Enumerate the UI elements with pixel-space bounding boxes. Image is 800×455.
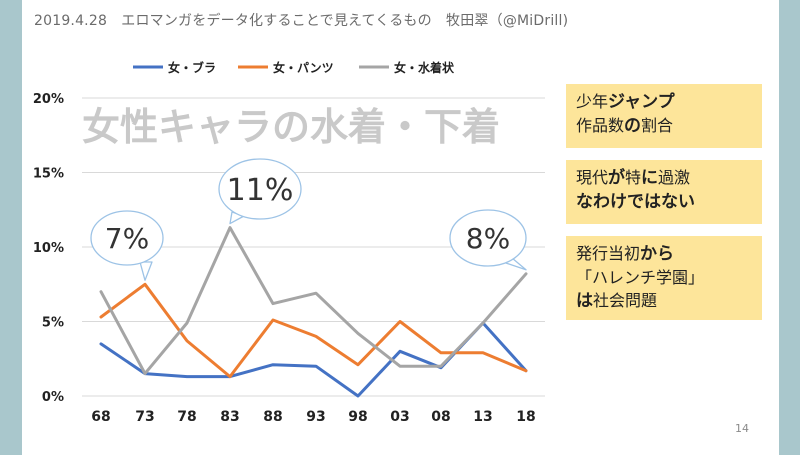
callout-label: 8%	[466, 222, 510, 255]
y-tick-label: 15%	[33, 167, 64, 182]
x-tick-label: 78	[177, 409, 196, 425]
note-text: 割合	[641, 116, 674, 135]
x-tick-label: 83	[220, 409, 239, 425]
note-text: 社会問題	[593, 291, 658, 310]
note-text: 現代	[576, 168, 609, 187]
note-text: 過激	[658, 168, 691, 187]
x-tick-label: 03	[390, 409, 409, 425]
series-line-swimsuit	[99, 226, 528, 376]
x-tick-label: 18	[516, 409, 535, 425]
legend-label: 女・水着状	[394, 60, 455, 75]
x-tick-label: 73	[135, 409, 154, 425]
y-tick-label: 10%	[33, 241, 64, 256]
legend-label: 女・ブラ	[168, 60, 216, 75]
note-text: 「ハレンチ学園」	[576, 268, 705, 287]
x-tick-label: 88	[263, 409, 282, 425]
note-text-emphasis: なわけではない	[576, 192, 695, 212]
note-text-emphasis: が	[608, 168, 626, 188]
note-text: 発行当初	[576, 244, 641, 263]
note-text-emphasis: ジャンプ	[608, 92, 675, 112]
page-number: 14	[735, 422, 749, 435]
note-box-jump-ratio: 少年ジャンプ 作品数の割合	[566, 84, 762, 148]
note-text-emphasis: の	[624, 116, 642, 136]
note-box-not-extreme: 現代が特に過激 なわけではない	[566, 160, 762, 224]
callout-bubble	[449, 209, 527, 267]
note-text-emphasis: は	[576, 291, 593, 311]
x-tick-label: 08	[431, 409, 450, 425]
series-line-pants	[99, 282, 528, 379]
x-tick-label: 93	[306, 409, 325, 425]
y-tick-label: 20%	[33, 92, 64, 107]
x-tick-label: 13	[473, 409, 492, 425]
note-text-emphasis: から	[640, 244, 675, 264]
note-text-emphasis: に	[641, 168, 659, 188]
callout-tail	[139, 261, 153, 281]
x-tick-label: 98	[348, 409, 367, 425]
y-tick-label: 0%	[42, 390, 64, 405]
note-box-harenchi: 発行当初から 「ハレンチ学園」 は社会問題	[566, 236, 762, 320]
y-tick-label: 5%	[42, 316, 64, 331]
note-text: 作品数	[576, 116, 625, 135]
callout-label: 11%	[227, 173, 294, 208]
slide-header: 2019.4.28 エロマンガをデータ化することで見えてくるもの 牧田翠（@Mi…	[34, 13, 569, 29]
legend-label: 女・パンツ	[273, 60, 334, 75]
callout-bubble	[90, 210, 164, 266]
note-text: 特	[625, 168, 642, 187]
callout-bubble	[218, 158, 302, 220]
x-tick-label: 68	[91, 409, 110, 425]
chart-overlay-title: 女性キャラの水着・下着	[82, 105, 500, 149]
callout-label: 7%	[105, 222, 149, 255]
note-text: 少年	[576, 92, 609, 111]
